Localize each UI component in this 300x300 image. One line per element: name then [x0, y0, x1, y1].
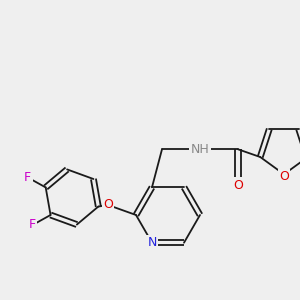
Text: O: O	[103, 199, 113, 212]
Text: F: F	[24, 171, 31, 184]
Text: O: O	[233, 179, 243, 192]
Text: O: O	[279, 170, 289, 183]
Text: NH: NH	[190, 143, 209, 156]
Text: F: F	[29, 218, 36, 232]
Text: N: N	[147, 236, 157, 249]
